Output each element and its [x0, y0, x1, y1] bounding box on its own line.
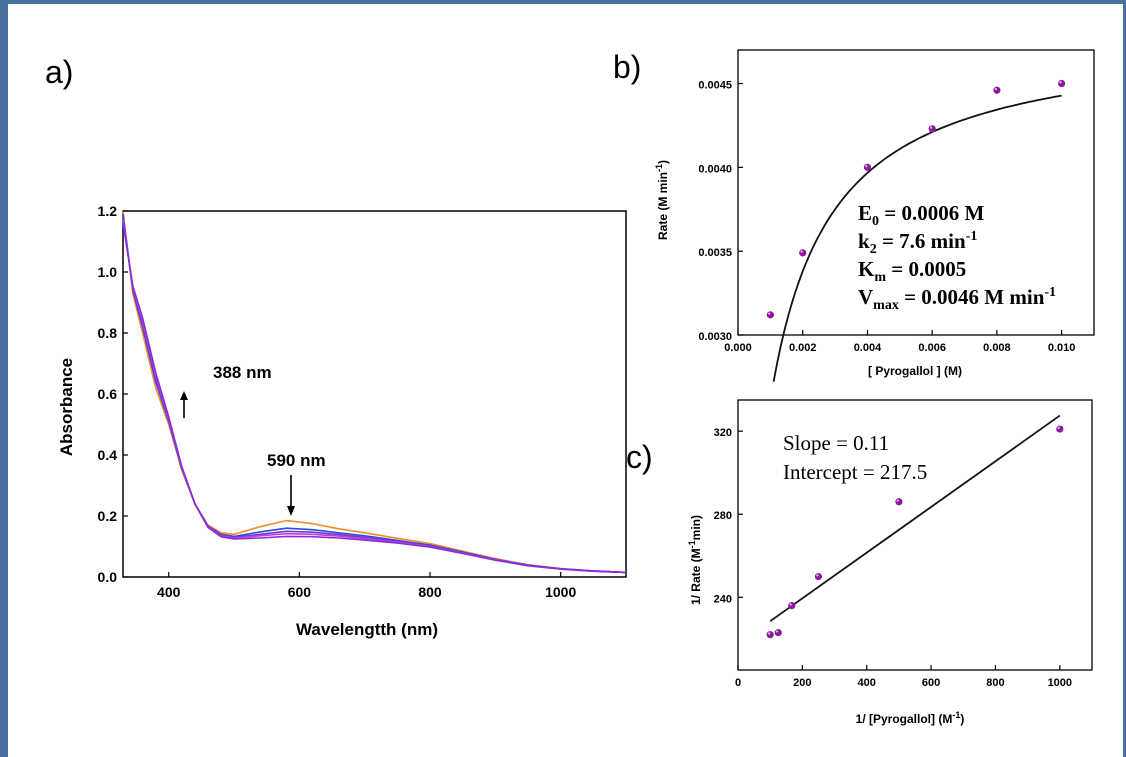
chart-b-data-point-highlight — [1059, 81, 1062, 84]
chart-a-ytick-label: 0.2 — [98, 508, 118, 524]
chart-b-ylabel: Rate (M min-1) — [654, 160, 670, 240]
chart-c-data-point-highlight — [767, 632, 771, 635]
chart-c-xtick-label: 0 — [735, 677, 741, 689]
chart-c-xtick-label: 200 — [793, 677, 811, 689]
chart-a-ytick-label: 1.0 — [98, 264, 118, 280]
chart-a-ytick-label: 1.2 — [98, 203, 118, 219]
chart-b-data-point — [799, 249, 807, 257]
chart-c-ticks: 0 200 400 600 800 1000 240 280 320 — [714, 427, 1072, 689]
chart-b-data-point — [863, 163, 872, 171]
arrow-down-icon — [287, 475, 295, 516]
chart-c-fit — [769, 414, 1061, 622]
panel-label-c: c) — [626, 439, 653, 475]
chart-a-ylabel: Absorbance — [57, 358, 76, 456]
chart-c-xtick-label: 600 — [922, 677, 940, 689]
chart-c-data-point-highlight — [896, 499, 900, 502]
annotation-k2: k2 = 7.6 min-1 — [858, 229, 977, 257]
chart-c-ytick-label: 240 — [714, 593, 732, 605]
chart-c-data-point — [774, 629, 782, 637]
chart-b-data-point-highlight — [929, 126, 933, 129]
annotation-slope: Slope = 0.11 — [783, 431, 889, 455]
chart-a-series-line-3 — [122, 216, 627, 574]
chart-b-annotations: E0 = 0.0006 M k2 = 7.6 min-1 Km = 0.0005… — [858, 201, 1056, 313]
chart-c-data-point — [766, 631, 774, 639]
chart-a-ytick-label: 0.8 — [98, 325, 118, 341]
chart-b-data-point-highlight — [994, 87, 998, 91]
annotation-590: 590 nm — [267, 451, 326, 470]
chart-c-data-point — [788, 602, 796, 610]
chart-a-xtick-label: 400 — [157, 584, 181, 600]
chart-c-data-point-highlight — [1057, 426, 1060, 430]
chart-b-xtick-label: 0.000 — [724, 342, 752, 354]
chart-b-fit-curve — [772, 94, 1062, 382]
chart-b-xtick-label: 0.008 — [983, 342, 1011, 354]
chart-c-data-point — [895, 498, 903, 506]
annotation-intercept: Intercept = 217.5 — [783, 460, 927, 484]
chart-c-data-point — [814, 572, 823, 581]
chart-b-points — [766, 79, 1066, 319]
chart-a-ytick-label: 0.4 — [98, 447, 118, 463]
chart-c-points — [766, 425, 1064, 639]
chart-c-xlabel: 1/ [Pyrogallol] (M-1) — [856, 710, 965, 726]
chart-b-xtick-label: 0.010 — [1048, 342, 1076, 354]
chart-a-series-line-5 — [122, 223, 627, 574]
panel-label-a: a) — [45, 54, 73, 90]
annotation-vmax: Vmax = 0.0046 M min-1 — [858, 285, 1056, 313]
chart-b-data-point — [928, 125, 936, 133]
chart-a-xtick-label: 1000 — [545, 584, 576, 600]
chart-b-xtick-label: 0.006 — [918, 342, 946, 354]
chart-b-data-point-highlight — [800, 250, 803, 253]
chart-b-ytick-label: 0.0040 — [698, 163, 732, 175]
chart-b-xtick-label: 0.002 — [789, 342, 817, 354]
chart-c-ylabel: 1/ Rate (M-1min) — [687, 515, 703, 605]
chart-b-ytick-label: 0.0035 — [698, 247, 732, 259]
chart-c-xtick-label: 800 — [986, 677, 1004, 689]
chart-b-ytick-label: 0.0045 — [698, 80, 732, 92]
chart-a-xtick-label: 600 — [288, 584, 312, 600]
chart-b-data-point-highlight — [865, 164, 868, 168]
chart-b-data-point — [1058, 79, 1066, 88]
chart-a: 400 600 800 1000 0.0 0.2 0.4 0.6 0.8 1.0 1.2 Wavel… — [57, 203, 627, 639]
panel-label-b: b) — [613, 49, 641, 85]
chart-c-data-point-highlight — [789, 603, 792, 606]
chart-c-data-point — [1056, 425, 1064, 433]
chart-a-ytick-label: 0.0 — [98, 569, 118, 585]
chart-c-fit-line — [769, 414, 1061, 622]
chart-a-axes — [122, 210, 627, 578]
chart-b: 0.000 0.002 0.004 0.006 0.008 0.010 0.0030 0.00… — [654, 49, 1095, 382]
annotation-km: Km = 0.0005 — [858, 257, 966, 285]
chart-b-data-point-highlight — [768, 312, 771, 315]
chart-c-ytick-label: 320 — [714, 427, 732, 439]
chart-c-xtick-label: 1000 — [1048, 677, 1072, 689]
chart-a-series-line-4 — [122, 220, 627, 574]
chart-c-axes — [737, 399, 1093, 671]
chart-b-axes — [737, 49, 1095, 336]
chart-b-fit — [772, 94, 1062, 382]
chart-c: 0 200 400 600 800 1000 240 280 320 1/ [Pyrogallo… — [687, 399, 1093, 726]
chart-b-xlabel: [ Pyrogallol ] (M) — [868, 364, 962, 378]
chart-b-ticks: 0.000 0.002 0.004 0.006 0.008 0.010 0.0030 0.00… — [698, 80, 1075, 354]
chart-a-ticks: 400 600 800 1000 0.0 0.2 0.4 0.6 0.8 1.0 1.2 — [98, 203, 577, 600]
arrow-up-icon — [180, 391, 188, 418]
chart-b-xtick-label: 0.004 — [854, 342, 882, 354]
chart-a-xtick-label: 800 — [418, 584, 442, 600]
chart-a-xlabel: Wavelengtth (nm) — [296, 620, 438, 639]
chart-c-data-point-highlight — [775, 630, 779, 633]
chart-a-series-line-2 — [122, 213, 627, 574]
chart-c-xtick-label: 400 — [858, 677, 876, 689]
annotation-e0: E0 = 0.0006 M — [858, 201, 984, 229]
chart-a-series — [122, 210, 627, 574]
chart-a-ytick-label: 0.6 — [98, 386, 118, 402]
chart-c-ytick-label: 280 — [714, 510, 732, 522]
chart-b-data-point — [993, 86, 1001, 94]
chart-c-data-point-highlight — [816, 574, 819, 577]
chart-a-series-line-1 — [122, 210, 627, 574]
annotation-388: 388 nm — [213, 363, 272, 382]
chart-b-data-point — [766, 311, 774, 319]
chart-b-ytick-label: 0.0030 — [698, 331, 732, 343]
